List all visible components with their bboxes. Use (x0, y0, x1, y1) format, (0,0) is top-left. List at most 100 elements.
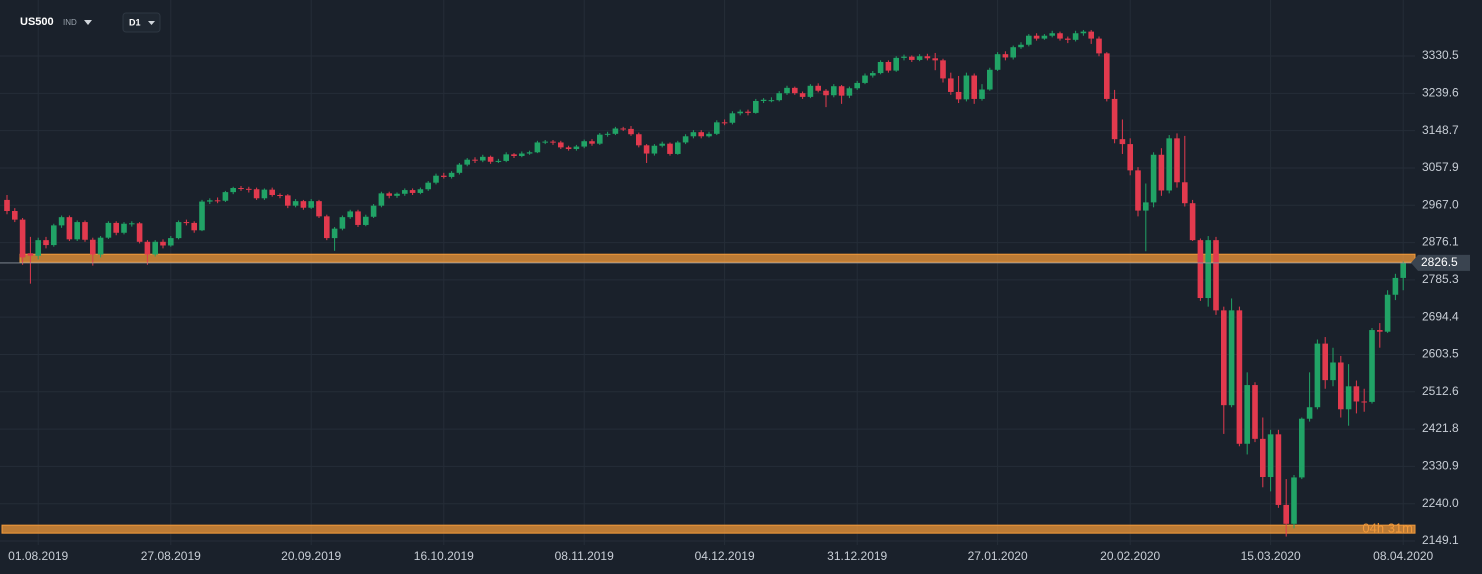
dropdown-arrow[interactable] (84, 20, 92, 25)
candle-body (1275, 434, 1282, 505)
candle-body (4, 199, 10, 212)
x-tick-label: 01.08.2019 (8, 549, 68, 563)
candle-body (815, 85, 821, 91)
x-tick-label: 08.11.2019 (555, 549, 614, 563)
candle-body (90, 239, 96, 255)
candle-body (565, 147, 572, 150)
candle-body (1049, 33, 1055, 36)
y-tick-label: 2330.9 (1422, 459, 1459, 473)
candle-body (66, 217, 73, 240)
candle-body (316, 201, 322, 217)
candle-body (1143, 202, 1149, 211)
candle-body (901, 56, 907, 58)
candle-body (1041, 35, 1048, 39)
candle-body (799, 93, 806, 97)
candle-body (386, 193, 392, 196)
candle-body (1057, 33, 1063, 39)
candle-body (121, 223, 127, 233)
candle-body (1228, 310, 1235, 406)
candle-body (1158, 154, 1165, 191)
y-tick-label: 2967.0 (1422, 197, 1459, 211)
candle-body (409, 190, 416, 193)
candle-body (183, 222, 190, 224)
candle-body (870, 73, 876, 76)
candle-body (932, 58, 938, 61)
candle-body (1267, 434, 1274, 478)
candle-body (238, 188, 244, 190)
candle-body (1174, 138, 1180, 183)
x-tick-label: 27.01.2020 (968, 549, 1028, 563)
y-tick-label: 2694.4 (1422, 309, 1459, 323)
candle-body (1213, 240, 1219, 311)
candle-body (487, 156, 494, 162)
y-tick-label: 2876.1 (1422, 235, 1459, 249)
candle-body (994, 54, 1001, 70)
candle-body (417, 189, 424, 193)
level-band (19, 253, 1416, 263)
candle-body (753, 100, 759, 113)
candle-body (1002, 54, 1009, 58)
candle-body (43, 240, 49, 246)
candle-body (604, 133, 611, 135)
candle-body (1361, 401, 1367, 403)
candle-body (659, 143, 665, 146)
candle-body (519, 153, 525, 156)
candle-body (261, 189, 268, 199)
candle-body (363, 216, 369, 225)
y-tick-label: 2149.1 (1422, 533, 1459, 547)
candle-body (129, 223, 135, 225)
candle-body (706, 133, 712, 137)
candle-body (729, 113, 736, 123)
symbol-type[interactable]: IND (63, 18, 77, 27)
candle-body (82, 222, 88, 240)
dropdown-arrow[interactable] (148, 21, 155, 25)
candle-body (113, 222, 119, 233)
candle-body (862, 75, 868, 83)
candle-body (144, 241, 151, 255)
level-band (1, 524, 1416, 534)
candle-body (971, 75, 977, 99)
candle-body (441, 175, 447, 177)
candle-body (1353, 386, 1360, 402)
x-tick-label: 04.12.2019 (695, 549, 755, 563)
candle-body (682, 136, 689, 143)
timeframe-button[interactable] (122, 12, 161, 33)
candle-body (963, 75, 970, 100)
candle-body (168, 238, 174, 246)
candle-body (191, 222, 197, 231)
candle-body (214, 200, 221, 202)
candle-body (448, 172, 455, 177)
candle-body (948, 78, 954, 92)
candle-body (987, 69, 993, 90)
timeframe[interactable]: D1 (129, 17, 141, 27)
candle-body (1299, 418, 1305, 478)
last-price-box (1411, 254, 1470, 271)
candle-body (425, 182, 431, 190)
candle-body (651, 145, 658, 154)
candle-body (698, 132, 704, 137)
candle-body (643, 145, 650, 154)
candle-body (573, 146, 580, 150)
candle-body (1010, 47, 1016, 58)
candle-body (503, 154, 509, 161)
candle-body (1127, 144, 1133, 171)
symbol[interactable]: US500 (20, 16, 54, 28)
candle-body (628, 128, 634, 135)
candle-body (331, 228, 338, 239)
candle-body (433, 175, 439, 183)
candle-body (464, 159, 470, 165)
candle-body (1166, 138, 1172, 191)
y-tick-label: 2240.0 (1422, 496, 1459, 510)
y-tick-label: 2603.5 (1422, 347, 1459, 361)
candle-body (690, 132, 697, 137)
candle-body (1252, 385, 1258, 439)
candle-body (1260, 438, 1266, 478)
candle-body (355, 211, 361, 225)
candle-body (495, 160, 502, 162)
candle-body (277, 194, 283, 196)
candle-body (339, 217, 346, 229)
candle-body (12, 211, 18, 220)
candle-body (1291, 477, 1297, 524)
